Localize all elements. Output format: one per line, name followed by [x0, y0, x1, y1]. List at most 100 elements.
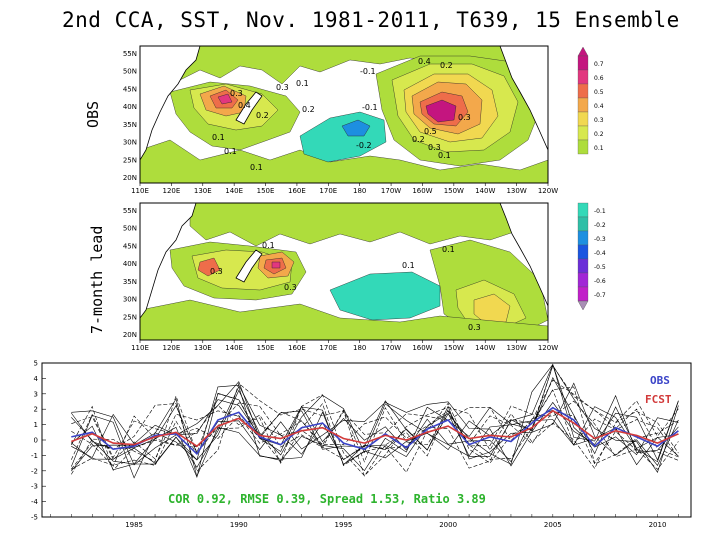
ts-y-tick-label: -2	[31, 467, 38, 475]
obs-map: 0.4 0.2 0.1 0.1 0.3 0.2 0.4 0.2 -0.1 -0.…	[139, 45, 549, 184]
obs-contour-label: 0.4	[418, 57, 431, 66]
map-x-tick-label: 160E	[288, 187, 306, 195]
obs-field-south	[140, 139, 548, 183]
map-ticks: 110E 120E 130E 140E 150E 160E 170E 180 170W 160W 1…	[123, 50, 558, 352]
colorbar-label: -0.7	[594, 292, 606, 299]
map-x-tick-label: 110E	[131, 187, 149, 195]
ensemble-member-line	[71, 393, 679, 477]
obs-contour-label: 0.2	[440, 61, 453, 70]
ts-x-tick-label: 1985	[125, 521, 143, 529]
obs-contour-label: 0.4	[238, 101, 251, 110]
colorbar-label: 0.3	[594, 117, 604, 124]
timeseries-lines	[71, 406, 679, 456]
ts-y-tick-label: 2	[34, 406, 38, 414]
map-y-tick-label: 50N	[123, 68, 137, 76]
obs-series-line	[71, 406, 679, 456]
map-y-tick-label: 20N	[123, 174, 137, 182]
obs-field-neg2	[341, 119, 371, 137]
obs-contour-label: 0.3	[276, 83, 289, 92]
colorbar-swatch	[577, 97, 589, 113]
colorbar-label: 0.1	[594, 145, 604, 152]
colorbar-arrow	[577, 300, 589, 311]
obs-land-america	[499, 46, 548, 151]
ts-x-tick-label: 1990	[230, 521, 248, 529]
map-y-tick-label: 30N	[123, 296, 137, 304]
map-y-tick-label: 40N	[123, 260, 137, 268]
obs-contour-label: 0.1	[438, 151, 451, 160]
obs-contour-label: -0.2	[356, 141, 372, 150]
lead-map: 0.1 0.3 0.1 0.3 0.1 0.3	[139, 202, 549, 341]
obs-field-east-core	[425, 99, 457, 123]
colorbar-swatch	[577, 286, 589, 302]
map-x-tick-label: 150W	[444, 344, 464, 352]
obs-contour-label: 0.1	[250, 163, 263, 172]
obs-contour-label: -0.1	[362, 103, 378, 112]
map-y-tick-label: 40N	[123, 103, 137, 111]
map-x-tick-label: 120E	[162, 344, 180, 352]
lead-contour-label: 0.3	[284, 283, 297, 292]
obs-contour-label: 0.1	[296, 79, 309, 88]
ensemble-member-line	[71, 363, 679, 479]
ts-y-tick-label: -4	[31, 498, 39, 506]
obs-land-asia	[140, 46, 201, 161]
legend-fcst: FCST	[645, 393, 672, 406]
colorbar-label: -0.5	[594, 264, 606, 271]
lead-land-america	[499, 203, 548, 307]
obs-contour-label: 0.3	[230, 89, 243, 98]
colorbars: 0.7 0.6 0.5 0.4 0.3 0.2 0.1 -0.1 -0.2 -0.3 -0.4 -0.…	[577, 46, 606, 311]
lead-field-west-red2	[197, 257, 221, 277]
lead-contour-label: 0.1	[262, 241, 275, 250]
ts-y-tick-label: 4	[34, 375, 39, 383]
colorbar-swatch	[577, 244, 589, 260]
ts-y-tick-label: 0	[34, 437, 38, 445]
map-x-tick-label: 130W	[506, 187, 526, 195]
colorbar-swatch	[577, 139, 589, 155]
map-x-tick-label: 140W	[475, 344, 495, 352]
ts-y-tick-label: 1	[34, 421, 38, 429]
ts-x-tick-label: 2010	[649, 521, 667, 529]
map-x-tick-label: 130W	[506, 344, 526, 352]
stats-text: COR 0.92, RMSE 0.39, Spread 1.53, Ratio …	[168, 492, 486, 506]
ts-x-tick-label: 2005	[544, 521, 562, 529]
colorbar-label: -0.3	[594, 236, 606, 243]
fcst-series-line	[71, 409, 679, 448]
colorbar-label: -0.6	[594, 278, 606, 285]
obs-contour-label: 0.3	[458, 113, 471, 122]
lead-field-west-core	[271, 261, 281, 269]
map-x-tick-label: 160W	[412, 344, 432, 352]
map-x-tick-label: 150E	[257, 344, 275, 352]
ensemble-member-line	[71, 386, 679, 469]
map-x-tick-label: 140W	[475, 187, 495, 195]
ts-y-tick-label: 3	[34, 390, 38, 398]
lead-contour-label: 0.3	[210, 267, 223, 276]
ensemble-member-line	[71, 389, 679, 473]
colorbar-label: -0.2	[594, 222, 606, 229]
map-x-tick-label: 120W	[538, 187, 558, 195]
map-x-tick-label: 170W	[381, 344, 401, 352]
map-x-tick-label: 180	[353, 344, 366, 352]
figure-title: 2nd CCA, SST, Nov. 1981-2011, T639, 15 E…	[62, 8, 680, 32]
lead-contour-label: 0.3	[468, 323, 481, 332]
ensemble-member-line	[71, 400, 679, 467]
colorbar-swatch	[577, 55, 589, 71]
map-y-tick-label: 35N	[123, 121, 137, 129]
lead-land-asia	[140, 203, 197, 319]
obs-contour-label: 0.1	[224, 147, 237, 156]
map-x-tick-label: 140E	[225, 187, 243, 195]
colorbar-label: 0.4	[594, 103, 604, 110]
colorbar-swatch	[577, 216, 589, 232]
map-x-tick-label: 160W	[412, 187, 432, 195]
map-x-tick-label: 120E	[162, 187, 180, 195]
lead-field-south	[140, 299, 548, 340]
map-x-tick-label: 140E	[225, 344, 243, 352]
colorbar-swatch	[577, 111, 589, 127]
map-y-tick-label: 25N	[123, 156, 137, 164]
lead-land-japan	[235, 249, 263, 283]
ts-y-tick-label: -5	[31, 514, 38, 522]
ensemble-member-line	[71, 384, 679, 466]
map-y-tick-label: 45N	[123, 242, 137, 250]
obs-contour-label: 0.3	[428, 143, 441, 152]
ts-y-tick-label: 5	[34, 360, 38, 368]
map-x-tick-label: 170E	[319, 344, 337, 352]
